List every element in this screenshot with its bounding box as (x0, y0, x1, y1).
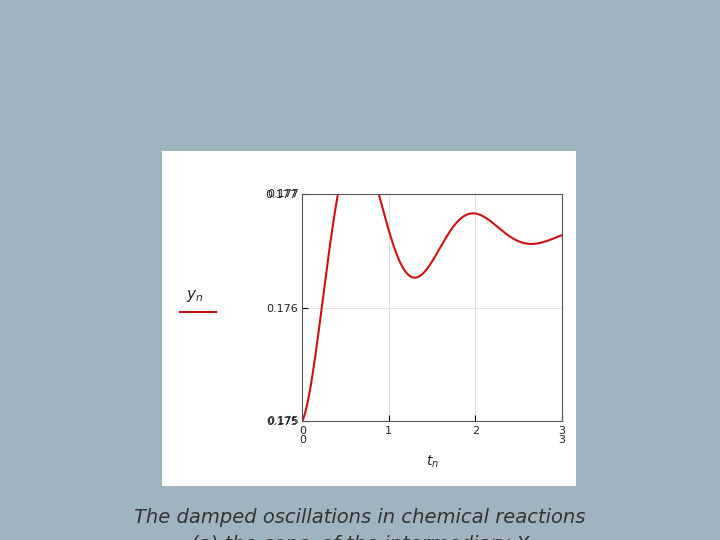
Text: 0.175: 0.175 (267, 416, 299, 426)
Text: (a) the conc. of the intermediary X: (a) the conc. of the intermediary X (191, 535, 529, 540)
Text: 0: 0 (299, 435, 306, 445)
Text: The damped oscillations in chemical reactions: The damped oscillations in chemical reac… (135, 508, 585, 526)
Text: $t_n$: $t_n$ (426, 454, 438, 470)
Text: $y_n$: $y_n$ (186, 288, 203, 305)
Text: 0.177: 0.177 (267, 190, 299, 199)
Text: 3: 3 (558, 435, 565, 445)
